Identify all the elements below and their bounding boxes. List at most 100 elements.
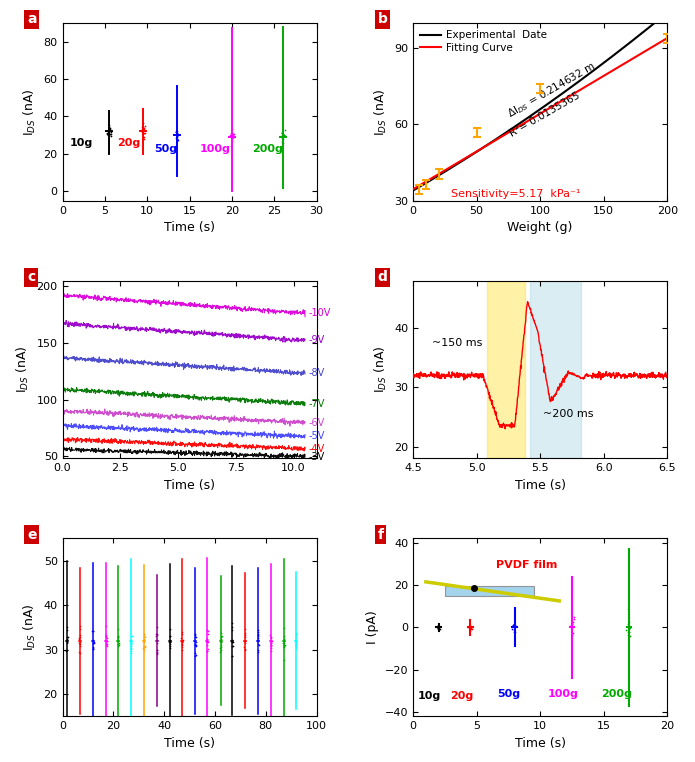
Point <box>265 637 277 649</box>
Point <box>265 645 277 657</box>
Point <box>176 642 187 654</box>
Text: -5V: -5V <box>309 431 325 441</box>
Point <box>190 650 201 662</box>
Point <box>277 126 288 138</box>
Point <box>101 635 112 647</box>
Point <box>190 631 202 643</box>
Point <box>164 636 175 648</box>
Point <box>104 128 115 140</box>
Point <box>215 627 226 639</box>
Point <box>623 603 634 615</box>
Point <box>227 617 238 629</box>
Point <box>172 129 183 141</box>
Point <box>138 123 149 136</box>
Point <box>265 639 277 652</box>
Point <box>75 639 86 652</box>
Point <box>177 636 188 648</box>
Point <box>88 642 99 655</box>
Point <box>277 133 288 146</box>
Point <box>215 645 226 658</box>
Point <box>569 613 580 626</box>
Point <box>139 641 150 653</box>
Point <box>252 634 263 646</box>
Point <box>152 644 163 656</box>
Point <box>88 625 99 637</box>
Point <box>229 128 240 140</box>
Point <box>278 636 289 648</box>
Point <box>202 636 213 648</box>
Point <box>171 126 182 138</box>
Point <box>215 636 226 648</box>
Bar <box>530 280 581 459</box>
Point <box>227 634 238 646</box>
Point <box>103 129 114 141</box>
Text: -7V: -7V <box>309 399 325 408</box>
Point <box>139 630 150 642</box>
Point <box>138 117 149 130</box>
Point <box>227 621 238 633</box>
Point <box>432 623 443 635</box>
Point <box>265 629 276 641</box>
Point <box>239 629 250 641</box>
Point <box>290 639 301 651</box>
Point <box>88 636 99 648</box>
Point <box>172 135 183 147</box>
Text: c: c <box>27 270 35 284</box>
Point <box>464 622 475 634</box>
Point <box>104 123 115 136</box>
Text: 100g: 100g <box>199 144 231 154</box>
Y-axis label: I (pA): I (pA) <box>366 610 379 644</box>
Point <box>190 646 201 658</box>
Point <box>172 133 183 145</box>
Text: $\Delta$I$_{DS}$ = 0.214632 m: $\Delta$I$_{DS}$ = 0.214632 m <box>505 59 598 120</box>
Point <box>152 637 163 649</box>
Point <box>623 618 634 630</box>
Point <box>74 632 85 645</box>
Point <box>623 629 634 641</box>
Point <box>431 620 442 632</box>
Point <box>291 639 302 651</box>
Point <box>226 140 237 152</box>
Point <box>239 635 250 647</box>
Point <box>137 127 148 139</box>
Point <box>566 618 578 630</box>
Point <box>177 636 188 648</box>
Point <box>279 129 290 141</box>
Point <box>113 634 124 646</box>
Point <box>227 636 238 648</box>
Point <box>152 621 163 633</box>
Point <box>172 128 183 140</box>
Text: 20g: 20g <box>450 691 473 701</box>
X-axis label: Time (s): Time (s) <box>164 221 215 234</box>
Point <box>164 636 175 648</box>
Point <box>507 619 518 631</box>
Point <box>202 636 213 648</box>
Point <box>277 126 288 139</box>
Point <box>139 640 150 652</box>
Point <box>177 628 188 640</box>
Point <box>177 634 188 646</box>
Point <box>277 130 288 142</box>
Text: 10g: 10g <box>70 139 93 149</box>
X-axis label: Time (s): Time (s) <box>515 479 566 492</box>
Point <box>138 122 149 134</box>
Point <box>113 638 124 650</box>
Point <box>240 634 251 646</box>
Point <box>227 130 238 142</box>
Point <box>509 626 521 639</box>
Point <box>138 131 149 143</box>
Text: PVDF film: PVDF film <box>496 560 557 570</box>
Point <box>225 131 236 143</box>
Point <box>74 637 85 649</box>
Experimental  Date <box>409 186 417 195</box>
Text: -9V: -9V <box>309 335 325 345</box>
Point <box>138 133 149 145</box>
Point <box>113 632 124 645</box>
Point <box>227 131 238 143</box>
Point <box>215 631 227 643</box>
Point <box>225 130 236 142</box>
Point <box>228 130 239 142</box>
Point <box>190 629 201 641</box>
Point <box>113 640 124 652</box>
Point <box>104 119 115 131</box>
